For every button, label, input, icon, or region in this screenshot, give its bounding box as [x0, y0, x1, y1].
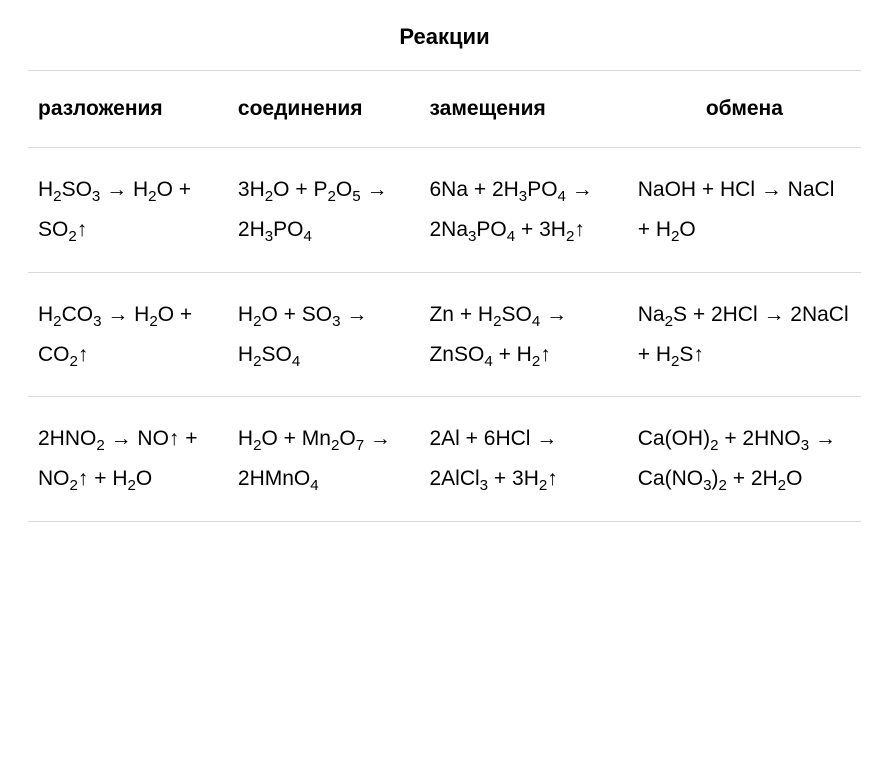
table-row: H2SO3 → H2O + SO2↑ 3H2O + P2O5 → 2H3PO4 …	[28, 147, 861, 271]
cell: Ca(OH)2 + 2HNO3 → Ca(NO3)2 + 2H2O	[628, 397, 861, 521]
col-header-substitution: замещения	[419, 71, 627, 147]
cell: Na2S + 2HCl → 2NaCl + H2S↑	[628, 272, 861, 396]
table-header-row: разложения соединения замещения обмена	[28, 71, 861, 147]
page-title: Реакции	[28, 24, 861, 50]
cell: NaOH + HCl → NaCl + H2O	[628, 147, 861, 271]
divider	[28, 521, 861, 522]
cell: 6Na + 2H3PO4 → 2Na3PO4 + 3H2↑	[419, 147, 627, 271]
cell: 3H2O + P2O5 → 2H3PO4	[228, 147, 420, 271]
cell: H2SO3 → H2O + SO2↑	[28, 147, 228, 271]
table-row: 2HNO2 → NO↑ + NO2↑ + H2O H2O + Mn2O7 → 2…	[28, 397, 861, 521]
col-header-decomposition: разложения	[28, 71, 228, 147]
col-header-exchange: обмена	[628, 71, 861, 147]
table-body: H2SO3 → H2O + SO2↑ 3H2O + P2O5 → 2H3PO4 …	[28, 147, 861, 521]
cell: H2O + Mn2O7 → 2HMnO4	[228, 397, 420, 521]
cell: 2Al + 6HCl → 2AlCl3 + 3H2↑	[419, 397, 627, 521]
cell: 2HNO2 → NO↑ + NO2↑ + H2O	[28, 397, 228, 521]
col-header-combination: соединения	[228, 71, 420, 147]
cell: H2CO3 → H2O + CO2↑	[28, 272, 228, 396]
table-row: H2CO3 → H2O + CO2↑ H2O + SO3 → H2SO4 Zn …	[28, 272, 861, 396]
reactions-table: разложения соединения замещения обмена H…	[28, 70, 861, 522]
cell: Zn + H2SO4 → ZnSO4 + H2↑	[419, 272, 627, 396]
cell: H2O + SO3 → H2SO4	[228, 272, 420, 396]
